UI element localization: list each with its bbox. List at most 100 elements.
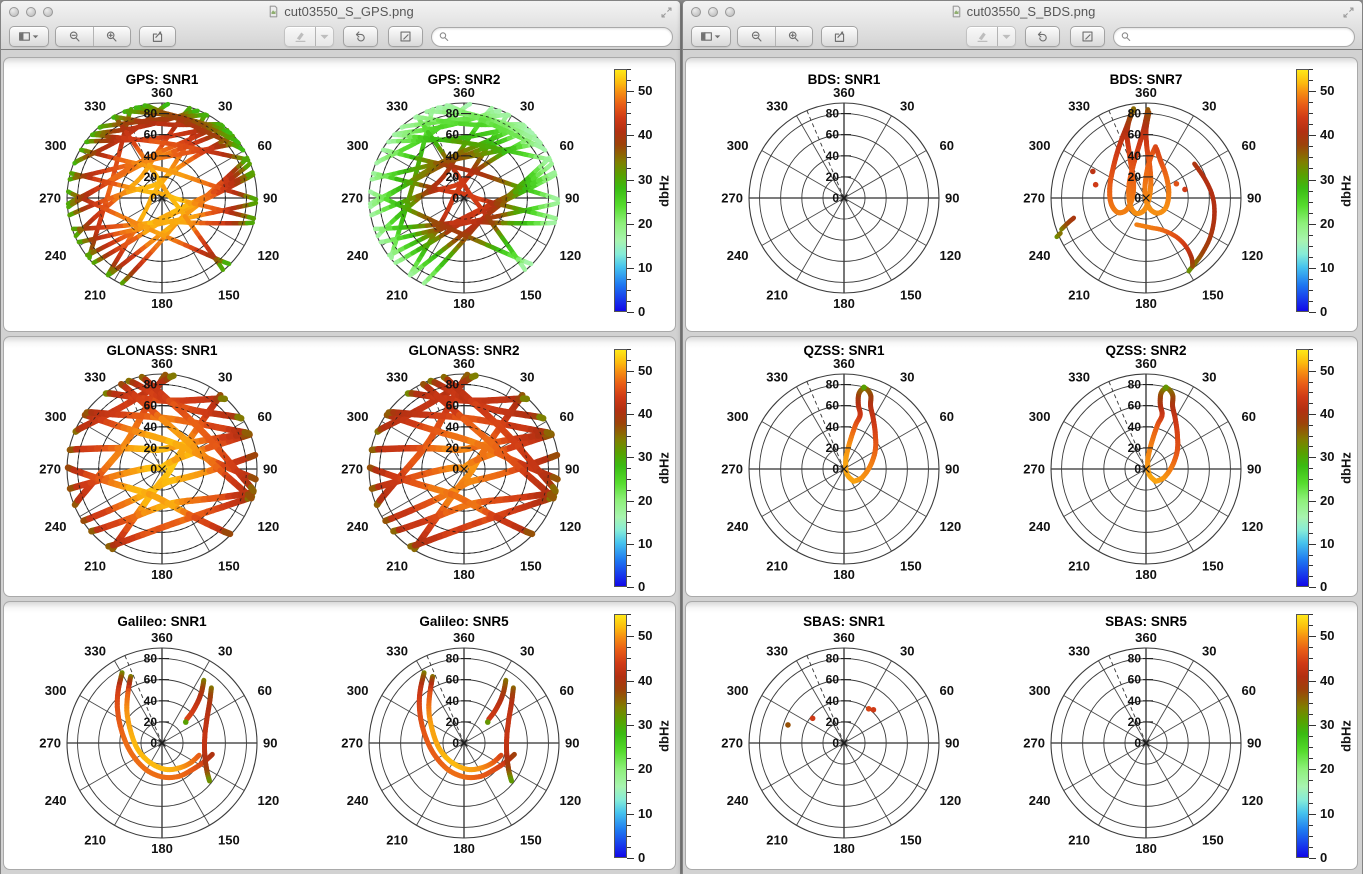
colorbar-major-tick: [1309, 91, 1316, 93]
azimuth-label: 240: [45, 793, 67, 808]
minimize-button[interactable]: [26, 7, 36, 17]
colorbar-minor-tick: [1309, 747, 1313, 749]
azimuth-label: 360: [151, 85, 173, 100]
azimuth-label: 360: [1135, 85, 1157, 100]
window-title: cut03550_S_BDS.png: [683, 4, 1362, 19]
toolbar-group: [284, 26, 334, 47]
share-button[interactable]: [139, 26, 176, 47]
plot-title: GLONASS: SNR1: [106, 343, 218, 358]
azimuth-label: 270: [721, 462, 743, 477]
azimuth-label: 360: [833, 356, 855, 371]
radial-label: 80: [144, 652, 158, 666]
rotate-left-button[interactable]: [1025, 26, 1060, 47]
azimuth-label: 120: [560, 248, 582, 263]
colorbar-tick-label: 30: [1320, 171, 1335, 187]
minimize-button[interactable]: [708, 7, 718, 17]
azimuth-label: 60: [1242, 683, 1256, 698]
search-input[interactable]: [454, 29, 668, 45]
divider: [315, 27, 316, 46]
radial-label: 60: [446, 399, 460, 413]
colorbar-tick-label: 40: [638, 405, 653, 421]
markup-button[interactable]: [388, 26, 423, 47]
colorbar-minor-tick: [1309, 780, 1313, 782]
azimuth-label: 150: [520, 288, 542, 303]
rotate-left-button[interactable]: [343, 26, 378, 47]
search-icon-wrap: [438, 31, 450, 43]
colorbar-minor-tick: [627, 424, 631, 426]
fullscreen-button[interactable]: [660, 6, 673, 19]
radial-label: 40: [826, 420, 840, 434]
zoom-button[interactable]: [43, 7, 53, 17]
colorbar-minor-tick: [1309, 245, 1313, 247]
image-view: 80 60 40 20 0 360 30 60 90 120 150 180 210 240 270 300 3…: [683, 50, 1362, 874]
azimuth-label: 60: [940, 409, 954, 424]
colorbar-major-tick: [627, 91, 634, 93]
radial-label: 40: [144, 694, 158, 708]
azimuth-label: 270: [1023, 191, 1045, 206]
azimuth-label: 300: [347, 409, 369, 424]
azimuth-label: 240: [45, 519, 67, 534]
marker-button[interactable]: [967, 27, 997, 46]
azimuth-label: 90: [263, 462, 277, 477]
search-field[interactable]: [431, 27, 673, 47]
azimuth-label: 30: [900, 643, 914, 658]
colorbar-minor-tick: [1309, 349, 1313, 350]
search-input[interactable]: [1136, 29, 1350, 45]
azimuth-label: 150: [218, 288, 240, 303]
marker-dropdown-button[interactable]: [316, 27, 333, 46]
colorbar-minor-tick: [627, 835, 631, 837]
fullscreen-button[interactable]: [1342, 6, 1355, 19]
close-button[interactable]: [691, 7, 701, 17]
sidebar-icon: [701, 32, 712, 41]
marker-button[interactable]: [285, 27, 315, 46]
azimuth-label: 360: [151, 630, 173, 645]
radial-label: 20: [1128, 441, 1142, 455]
plot-title: SBAS: SNR1: [803, 614, 885, 629]
colorbar-minor-tick: [1309, 102, 1313, 104]
colorbar-tick-label: 50: [1320, 628, 1335, 644]
share-button[interactable]: [821, 26, 858, 47]
azimuth-label: 180: [833, 296, 855, 311]
colorbar-tick-label: 40: [1320, 127, 1335, 143]
zoom-in-button[interactable]: [94, 27, 131, 46]
zoom-out-button[interactable]: [738, 27, 775, 46]
colorbar-minor-tick: [627, 747, 631, 749]
azimuth-label: 360: [453, 85, 475, 100]
colorbar-tick-label: 50: [638, 628, 653, 644]
colorbar-minor-tick: [1309, 802, 1313, 804]
close-button[interactable]: [9, 7, 19, 17]
sidebar-icon: [19, 32, 30, 41]
colorbar-minor-tick: [627, 392, 631, 394]
colorbar-minor-tick: [1309, 403, 1313, 405]
radial-label: 0: [452, 462, 459, 476]
azimuth-label: 210: [84, 288, 106, 303]
colorbar-tick-label: 10: [638, 259, 653, 275]
rotate-left-icon: [355, 31, 365, 42]
plot-title: SBAS: SNR5: [1105, 614, 1187, 629]
markup-button[interactable]: [1070, 26, 1105, 47]
sidebar-button[interactable]: [9, 26, 49, 47]
radial-label: 20: [446, 441, 460, 455]
zoom-in-button[interactable]: [776, 27, 813, 46]
radial-label: 0: [832, 736, 839, 750]
radial-label: 60: [446, 128, 460, 142]
colorbar-gradient: [1296, 614, 1309, 858]
azimuth-label: 300: [45, 683, 67, 698]
divider: [92, 27, 94, 46]
zoom-out-icon: [69, 31, 80, 42]
colorbar-major-tick: [627, 413, 634, 415]
azimuth-label: 270: [1023, 462, 1045, 477]
colorbar-minor-tick: [1309, 124, 1313, 126]
sidebar-button[interactable]: [691, 26, 731, 47]
fullscreen-icon: [1343, 7, 1354, 18]
marker-dropdown-button[interactable]: [998, 27, 1015, 46]
zoom-button[interactable]: [725, 7, 735, 17]
colorbar-tick-label: 20: [1320, 492, 1335, 508]
radial-label: 40: [1128, 420, 1142, 434]
colorbar-minor-tick: [627, 245, 631, 247]
azimuth-label: 270: [341, 736, 363, 751]
colorbar-minor-tick: [1309, 489, 1313, 491]
zoom-out-button[interactable]: [56, 27, 93, 46]
search-field[interactable]: [1113, 27, 1355, 47]
